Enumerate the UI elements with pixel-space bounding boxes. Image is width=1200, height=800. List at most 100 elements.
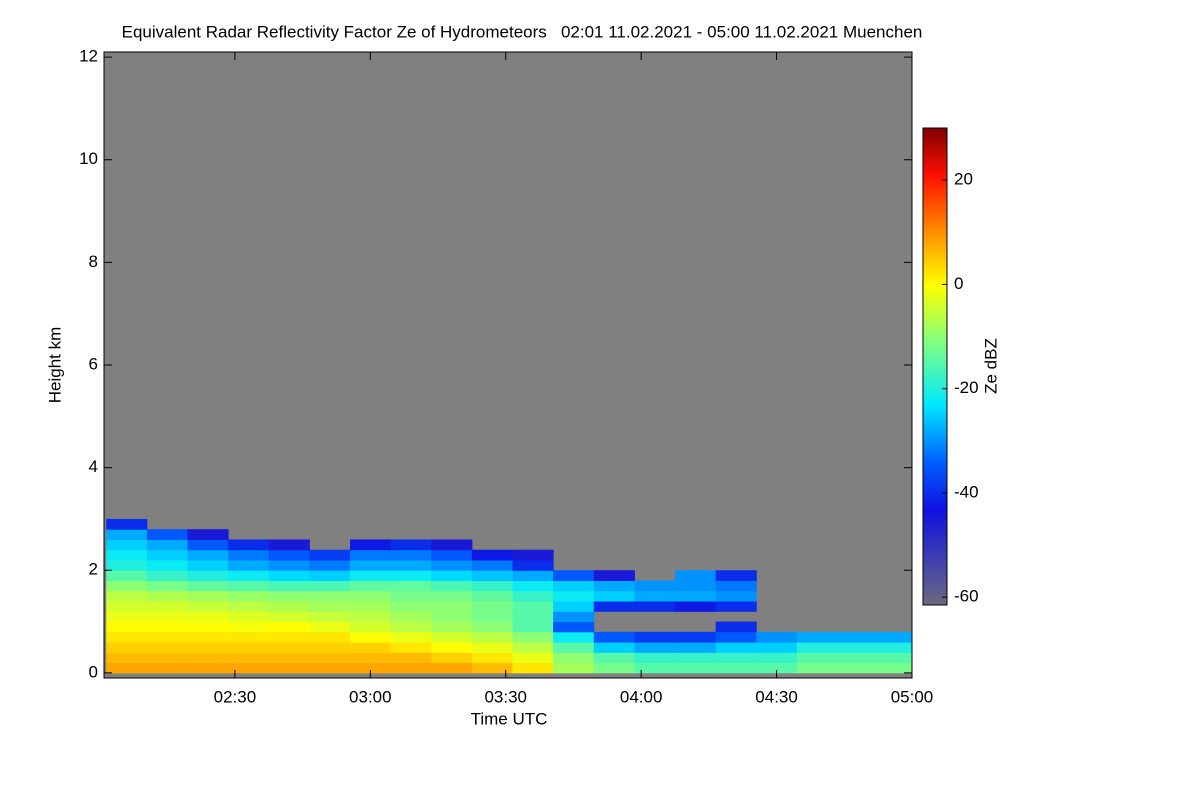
heatmap-cell xyxy=(146,631,189,643)
y-tick-label: 10 xyxy=(79,149,98,168)
heatmap-cell xyxy=(675,642,717,653)
heatmap-cell xyxy=(796,662,839,674)
heatmap-cell xyxy=(471,590,514,602)
y-tick-label: 8 xyxy=(89,252,98,271)
heatmap-cell xyxy=(512,580,554,592)
colorbar xyxy=(922,127,948,606)
heatmap-cell xyxy=(675,652,717,664)
heatmap-cell xyxy=(512,662,554,674)
heatmap-cell xyxy=(553,590,595,602)
heatmap-cell xyxy=(309,559,351,571)
heatmap-cell xyxy=(431,662,473,674)
heatmap-cell xyxy=(512,590,554,602)
heatmap-cell xyxy=(187,611,229,623)
heatmap-cell xyxy=(512,611,554,623)
heatmap-cell xyxy=(715,621,757,633)
y-tick-label: 2 xyxy=(89,560,98,579)
x-tick-label: 04:30 xyxy=(755,687,798,706)
heatmap-cell xyxy=(106,642,148,653)
heatmap-cell xyxy=(228,611,270,623)
y-tick-label: 0 xyxy=(89,662,98,681)
heatmap-cell xyxy=(471,642,514,653)
heatmap-cell xyxy=(268,570,310,582)
heatmap-cell xyxy=(228,590,270,602)
heatmap-cell xyxy=(431,621,473,633)
heatmap-cell xyxy=(715,580,757,592)
colorbar-tick-label: -60 xyxy=(954,587,979,606)
heatmap-cell xyxy=(431,611,473,623)
heatmap-cell xyxy=(146,601,189,612)
heatmap-cell xyxy=(837,652,879,664)
heatmap-cell xyxy=(187,570,229,582)
heatmap-cell xyxy=(268,642,310,653)
heatmap-cell xyxy=(675,601,717,612)
heatmap-cell xyxy=(390,652,432,664)
heatmap-cell xyxy=(187,662,229,674)
heatmap-cell xyxy=(878,662,913,674)
heatmap-cell xyxy=(837,642,879,653)
heatmap-cell xyxy=(309,652,351,664)
heatmap-cell xyxy=(634,642,676,653)
heatmap-cell xyxy=(512,559,554,571)
heatmap-cell xyxy=(471,611,514,623)
heatmap-cell xyxy=(309,580,351,592)
heatmap-cell xyxy=(268,580,310,592)
heatmap-cell xyxy=(471,631,514,643)
heatmap-cell xyxy=(796,652,839,664)
chart-title: Equivalent Radar Reflectivity Factor Ze … xyxy=(122,22,923,41)
heatmap-cell xyxy=(431,559,473,571)
heatmap-cell xyxy=(228,570,270,582)
heatmap-cell xyxy=(431,590,473,602)
heatmap-cell xyxy=(878,652,913,664)
x-axis-label: Time UTC xyxy=(471,709,548,728)
x-tick-label: 04:00 xyxy=(620,687,663,706)
heatmap-cell xyxy=(553,652,595,664)
heatmap-cell xyxy=(106,621,148,633)
heatmap-cell xyxy=(309,590,351,602)
heatmap-cell xyxy=(593,652,635,664)
heatmap-cell xyxy=(390,601,432,612)
heatmap-cell xyxy=(106,631,148,643)
heatmap-cell xyxy=(634,590,676,602)
heatmap-cell xyxy=(634,601,676,612)
heatmap-cell xyxy=(268,549,310,561)
heatmap-cell xyxy=(106,518,148,530)
heatmap-cell xyxy=(593,642,635,653)
heatmap-cell xyxy=(634,580,676,592)
heatmap-cell xyxy=(715,570,757,582)
heatmap-cell xyxy=(187,590,229,602)
heatmap-cell xyxy=(146,570,189,582)
heatmap-cell xyxy=(106,549,148,561)
heatmap-cell xyxy=(146,662,189,674)
heatmap-cell xyxy=(228,601,270,612)
heatmap-cell xyxy=(878,631,913,643)
heatmap-cell xyxy=(593,601,635,612)
heatmap-cell xyxy=(471,580,514,592)
heatmap-cell xyxy=(431,570,473,582)
heatmap-cell xyxy=(471,601,514,612)
heatmap-cell xyxy=(309,662,351,674)
heatmap-cell xyxy=(390,642,432,653)
colorbar-tick-label: -20 xyxy=(954,378,979,397)
heatmap-cell xyxy=(431,549,473,561)
heatmap-cell xyxy=(228,652,270,664)
heatmap-cell xyxy=(350,631,392,643)
heatmap-cell xyxy=(146,642,189,653)
heatmap-cell xyxy=(187,631,229,643)
heatmap-cell xyxy=(106,529,148,540)
heatmap-cell xyxy=(756,631,798,643)
heatmap-cell xyxy=(268,652,310,664)
heatmap-cell xyxy=(512,570,554,582)
y-tick-label: 4 xyxy=(89,457,98,476)
heatmap-cell xyxy=(390,559,432,571)
x-tick-label: 02:30 xyxy=(214,687,257,706)
heatmap-cell xyxy=(512,601,554,612)
heatmap-cell xyxy=(390,662,432,674)
heatmap-cell xyxy=(187,580,229,592)
heatmap-cell xyxy=(146,529,189,540)
colorbar-label: Ze dBZ xyxy=(981,338,1000,394)
heatmap-cell xyxy=(228,559,270,571)
heatmap-cell xyxy=(350,580,392,592)
heatmap-cell xyxy=(471,559,514,571)
